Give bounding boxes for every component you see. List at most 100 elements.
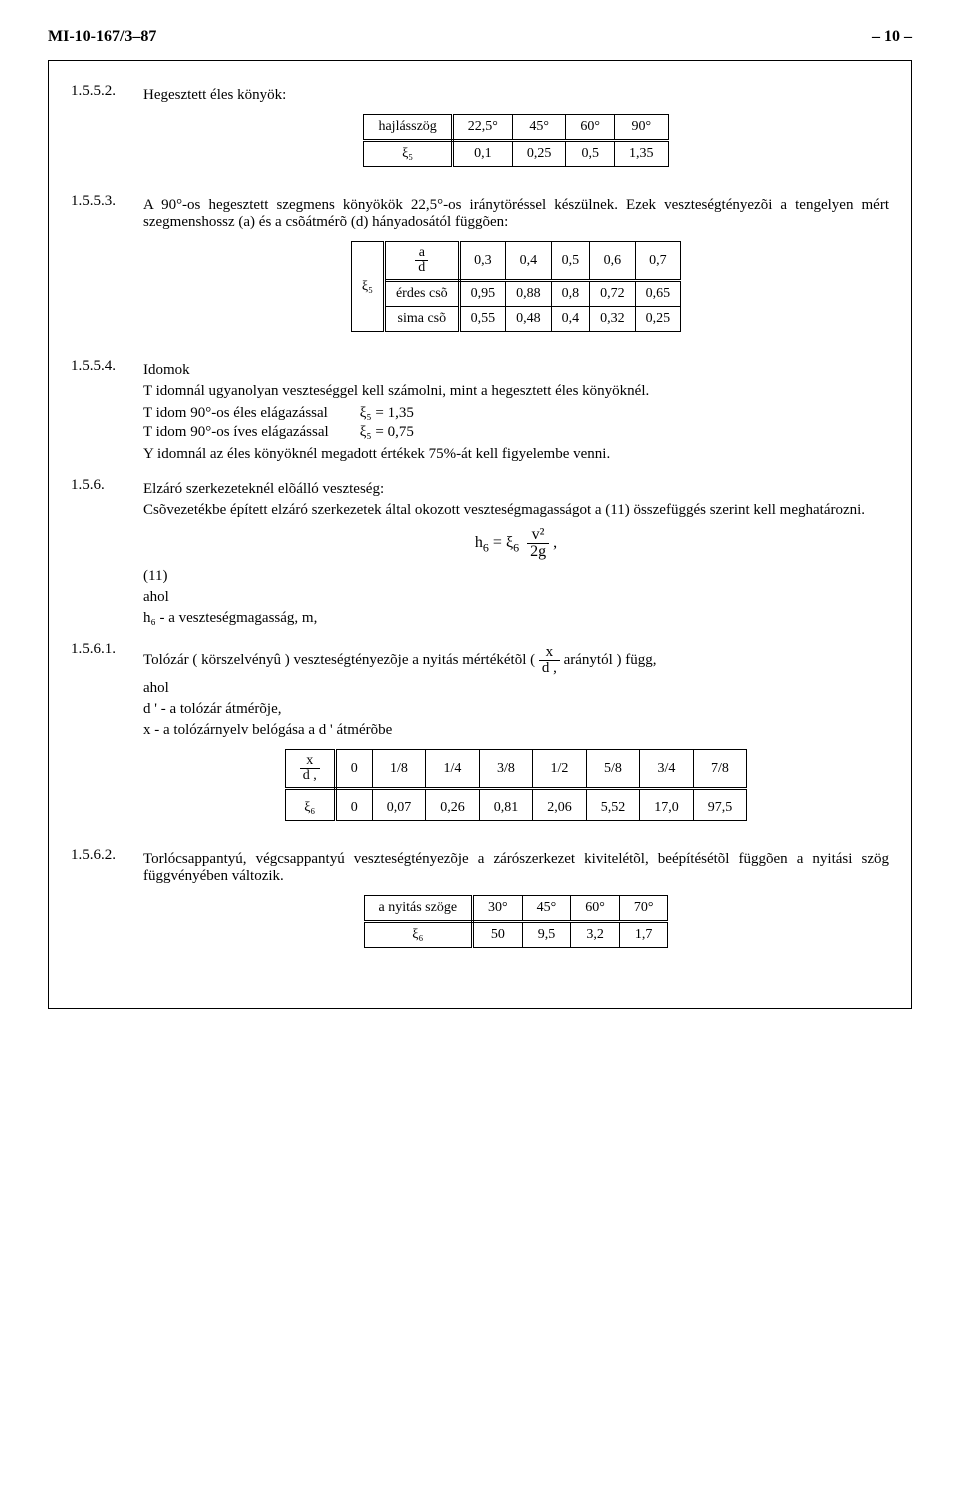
frac-label: ad (384, 242, 459, 281)
td: 0,25 (635, 307, 681, 332)
paragraph: T idomnál ugyanolyan veszteséggel kell s… (143, 383, 889, 400)
frac-num: x (539, 645, 560, 661)
section-title: Elzáró szerkezeteknél elõálló veszteség: (143, 481, 889, 498)
td: 0,72 (590, 281, 636, 307)
th: 90° (615, 115, 669, 141)
frac-num: v² (527, 527, 549, 544)
td: 97,5 (693, 789, 747, 821)
th: 7/8 (693, 750, 747, 789)
section-title: Idomok (143, 362, 889, 379)
paragraph: Torlócsappantyú, végcsappantyú veszteség… (143, 851, 889, 885)
definition: h₆ - a veszteségmagasság, m, (143, 610, 889, 627)
th: 70° (619, 896, 668, 922)
section-156: 1.5.6. Elzáró szerkezeteknél elõálló ves… (71, 477, 889, 631)
eq-part: = ξ (489, 534, 513, 551)
th: hajlásszög (364, 115, 452, 141)
section-1553: 1.5.5.3. A 90°-os hegesztett szegmens kö… (71, 193, 889, 348)
td: 0,8 (551, 281, 590, 307)
th: 45° (522, 896, 571, 922)
section-number: 1.5.6. (71, 477, 143, 631)
td: 3,2 (571, 922, 620, 948)
equation-11: h6 = ξ6 v²2g, (143, 527, 889, 560)
frac-num: a (415, 246, 428, 261)
section-number: 1.5.5.2. (71, 83, 143, 183)
eq-part: , (553, 534, 557, 551)
definition: d ' - a tolózár átmérõje, (143, 701, 889, 718)
paragraph: Tolózár ( körszelvényû ) veszteségtényez… (143, 645, 889, 676)
th: 60° (571, 896, 620, 922)
td: 17,0 (640, 789, 694, 821)
td: 50 (473, 922, 523, 948)
td: 0,4 (551, 307, 590, 332)
th: 0,7 (635, 242, 681, 281)
td: 0,26 (426, 789, 480, 821)
th: 1/4 (426, 750, 480, 789)
td: 0,5 (566, 141, 615, 167)
frac-num: x (300, 754, 320, 769)
td: 0,95 (459, 281, 506, 307)
th: 1/8 (372, 750, 426, 789)
th: a nyitás szöge (364, 896, 473, 922)
section-number: 1.5.6.1. (71, 641, 143, 837)
frac-den: d (415, 261, 428, 275)
td: 0 (335, 789, 372, 821)
table-tolozar: xd , 0 1/8 1/4 3/8 1/2 5/8 3/4 7/8 ξ₆ 0 (285, 749, 748, 821)
section-number: 1.5.6.2. (71, 847, 143, 964)
section-title: Hegesztett éles könyök: (143, 87, 889, 104)
frac-label: xd , (285, 750, 335, 789)
td: 0,48 (506, 307, 552, 332)
frac-den: 2g (527, 544, 549, 560)
section-number: 1.5.5.4. (71, 358, 143, 467)
section-1552: 1.5.5.2. Hegesztett éles könyök: hajláss… (71, 83, 889, 183)
th: 5/8 (586, 750, 640, 789)
th: 0,4 (506, 242, 552, 281)
zeta-label: ξ₅ (351, 242, 384, 332)
text-run: aránytól ) függ, (560, 652, 657, 668)
definition: x - a tolózárnyelv belógása a d ' átmérõ… (143, 722, 889, 739)
list-value: ξ₅ = 0,75 (359, 423, 415, 442)
td: 9,5 (522, 922, 571, 948)
list-item: T idom 90°-os éles elágazással (143, 404, 359, 423)
section-1562: 1.5.6.2. Torlócsappantyú, végcsappantyú … (71, 847, 889, 964)
equation-number: (11) (143, 568, 889, 585)
td: 5,52 (586, 789, 640, 821)
th: 0,5 (551, 242, 590, 281)
td: 1,7 (619, 922, 668, 948)
td: 0,32 (590, 307, 636, 332)
td: 0,88 (506, 281, 552, 307)
row-label: ξ₆ (285, 789, 335, 821)
eq-part: h (475, 534, 483, 551)
th: 3/4 (640, 750, 694, 789)
paragraph: Csõvezetékbe épített elzáró szerkezetek … (143, 502, 889, 519)
td: 0,07 (372, 789, 426, 821)
page-header: MI-10-167/3‒87 ‒ 10 ‒ (48, 28, 912, 46)
list-item: T idom 90°-os íves elágazással (143, 423, 359, 442)
frac-den: d , (300, 769, 320, 783)
td: 0,55 (459, 307, 506, 332)
th: 1/2 (533, 750, 587, 789)
td: 0,1 (452, 141, 512, 167)
ahol-label: ahol (143, 680, 889, 697)
section-1561: 1.5.6.1. Tolózár ( körszelvényû ) veszte… (71, 641, 889, 837)
table-a-d: ξ₅ ad 0,3 0,4 0,5 0,6 0,7 érdes csõ 0,95… (351, 241, 681, 332)
th: 60° (566, 115, 615, 141)
idom-list: T idom 90°-os éles elágazássalξ₅ = 1,35 … (143, 404, 415, 442)
row-label: sima csõ (384, 307, 459, 332)
td: ξ₆ (364, 922, 473, 948)
td: 1,35 (615, 141, 669, 167)
doc-id: MI-10-167/3‒87 (48, 28, 156, 46)
td: 2,06 (533, 789, 587, 821)
th: 30° (473, 896, 523, 922)
td: ξ₅ (364, 141, 452, 167)
th: 3/8 (479, 750, 533, 789)
table-nyitasszog: a nyitás szöge 30° 45° 60° 70° ξ₆ 50 9,5… (364, 895, 669, 948)
th: 0 (335, 750, 372, 789)
row-label: érdes csõ (384, 281, 459, 307)
td: 0,25 (512, 141, 566, 167)
section-number: 1.5.5.3. (71, 193, 143, 348)
content-frame: 1.5.5.2. Hegesztett éles könyök: hajláss… (48, 60, 912, 1009)
table-hajlasszog: hajlásszög 22,5° 45° 60° 90° ξ₅ 0,1 0,25… (363, 114, 668, 167)
paragraph: A 90°-os hegesztett szegmens könyökök 22… (143, 197, 889, 231)
td: 0,81 (479, 789, 533, 821)
list-value: ξ₅ = 1,35 (359, 404, 415, 423)
